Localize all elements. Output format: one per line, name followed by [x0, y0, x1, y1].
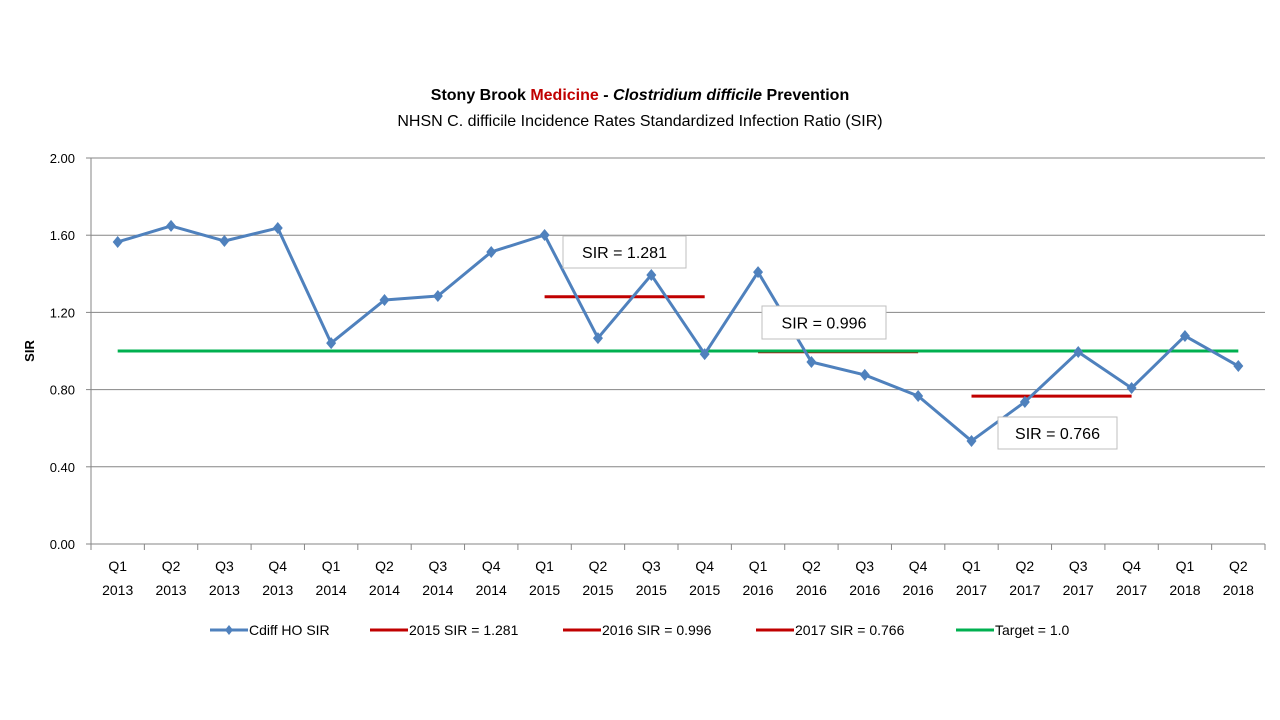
x-tick-label-year: 2015: [529, 582, 560, 598]
legend-label: 2015 SIR = 1.281: [409, 622, 519, 638]
x-tick-label: Q2: [802, 558, 821, 574]
x-tick-label: Q1: [962, 558, 981, 574]
x-tick-label: Q2: [1229, 558, 1248, 574]
data-point: [592, 332, 603, 345]
title-medicine: Medicine: [530, 87, 599, 104]
x-tick-label: Q4: [482, 558, 501, 574]
annotation-box: [562, 235, 687, 269]
x-tick-label: Q4: [909, 558, 928, 574]
y-axis-label: SIR: [22, 340, 37, 362]
data-point: [913, 389, 924, 402]
x-tick-label: Q2: [375, 558, 394, 574]
x-tick-label: Q3: [855, 558, 874, 574]
data-point: [646, 268, 657, 281]
data-point: [753, 266, 764, 279]
data-point: [112, 235, 123, 248]
data-point: [966, 434, 977, 447]
x-tick-label-year: 2013: [209, 582, 240, 598]
x-tick-label: Q2: [162, 558, 181, 574]
data-point: [326, 337, 337, 350]
x-tick-label: Q1: [535, 558, 554, 574]
data-point: [272, 222, 283, 235]
x-tick-label-year: 2017: [1063, 582, 1094, 598]
y-tick-label: 2.00: [50, 151, 75, 166]
x-tick-label-year: 2016: [903, 582, 934, 598]
x-tick-label-year: 2014: [476, 582, 507, 598]
x-tick-label-year: 2017: [1116, 582, 1147, 598]
legend-label: Cdiff HO SIR: [249, 622, 330, 638]
x-tick-label-year: 2015: [636, 582, 667, 598]
x-tick-label-year: 2013: [155, 582, 186, 598]
x-tick-label: Q3: [429, 558, 448, 574]
annotation-box: [997, 416, 1118, 450]
x-tick-label: Q4: [268, 558, 287, 574]
data-point: [699, 348, 710, 361]
data-point: [1233, 360, 1244, 373]
data-point: [379, 294, 390, 307]
data-point: [166, 219, 177, 232]
x-tick-label: Q1: [1176, 558, 1195, 574]
x-tick-label-year: 2014: [422, 582, 453, 598]
x-tick-label: Q1: [108, 558, 127, 574]
x-tick-label: Q3: [642, 558, 661, 574]
x-tick-label: Q2: [1016, 558, 1035, 574]
x-tick-label-year: 2018: [1223, 582, 1254, 598]
legend-label: 2016 SIR = 0.996: [602, 622, 712, 638]
chart-title: Stony Brook Medicine - Clostridium diffi…: [0, 87, 1280, 105]
x-tick-label-year: 2013: [102, 582, 133, 598]
data-point: [432, 289, 443, 302]
x-tick-label: Q4: [695, 558, 714, 574]
data-point: [219, 234, 230, 247]
data-point: [1019, 395, 1030, 408]
data-point: [539, 229, 550, 242]
legend-marker: [225, 625, 233, 635]
x-tick-label-year: 2018: [1169, 582, 1200, 598]
annotation-label: SIR = 1.281: [582, 245, 667, 262]
data-point: [1179, 329, 1190, 342]
annotation-box: [761, 305, 887, 340]
x-tick-label-year: 2017: [1009, 582, 1040, 598]
data-point: [486, 245, 497, 258]
data-point: [806, 356, 817, 369]
x-tick-label: Q4: [1122, 558, 1141, 574]
x-tick-label-year: 2014: [316, 582, 347, 598]
x-tick-label: Q3: [1069, 558, 1088, 574]
title-organism: Clostridium difficile: [613, 87, 763, 104]
title-text: Stony Brook: [430, 87, 531, 104]
data-point: [1073, 345, 1084, 358]
x-tick-label-year: 2017: [956, 582, 987, 598]
y-tick-label: 1.20: [50, 305, 75, 320]
title-suffix: Prevention: [762, 87, 850, 104]
x-tick-label: Q3: [215, 558, 234, 574]
annotation-label: SIR = 0.766: [1015, 426, 1100, 443]
x-tick-label-year: 2015: [689, 582, 720, 598]
x-tick-label-year: 2016: [796, 582, 827, 598]
chart-subtitle: NHSN C. difficile Incidence Rates Standa…: [397, 113, 883, 130]
x-tick-label-year: 2016: [742, 582, 773, 598]
x-tick-label-year: 2013: [262, 582, 293, 598]
legend-label: 2017 SIR = 0.766: [795, 622, 905, 638]
x-tick-label-year: 2015: [582, 582, 613, 598]
data-point: [859, 368, 870, 381]
x-tick-label-year: 2016: [849, 582, 880, 598]
series-line-cdiff: [117, 224, 1240, 443]
x-tick-label: Q1: [322, 558, 341, 574]
y-tick-label: 1.60: [50, 228, 75, 243]
x-tick-label: Q1: [749, 558, 768, 574]
y-tick-label: 0.00: [50, 537, 75, 552]
y-tick-label: 0.40: [50, 460, 75, 475]
x-tick-label-year: 2014: [369, 582, 400, 598]
annotation-label: SIR = 0.996: [782, 316, 867, 333]
data-point: [1126, 382, 1137, 395]
y-tick-label: 0.80: [50, 383, 75, 398]
x-tick-label: Q2: [589, 558, 608, 574]
legend-label: Target = 1.0: [995, 622, 1070, 638]
title-dash: -: [598, 87, 614, 104]
